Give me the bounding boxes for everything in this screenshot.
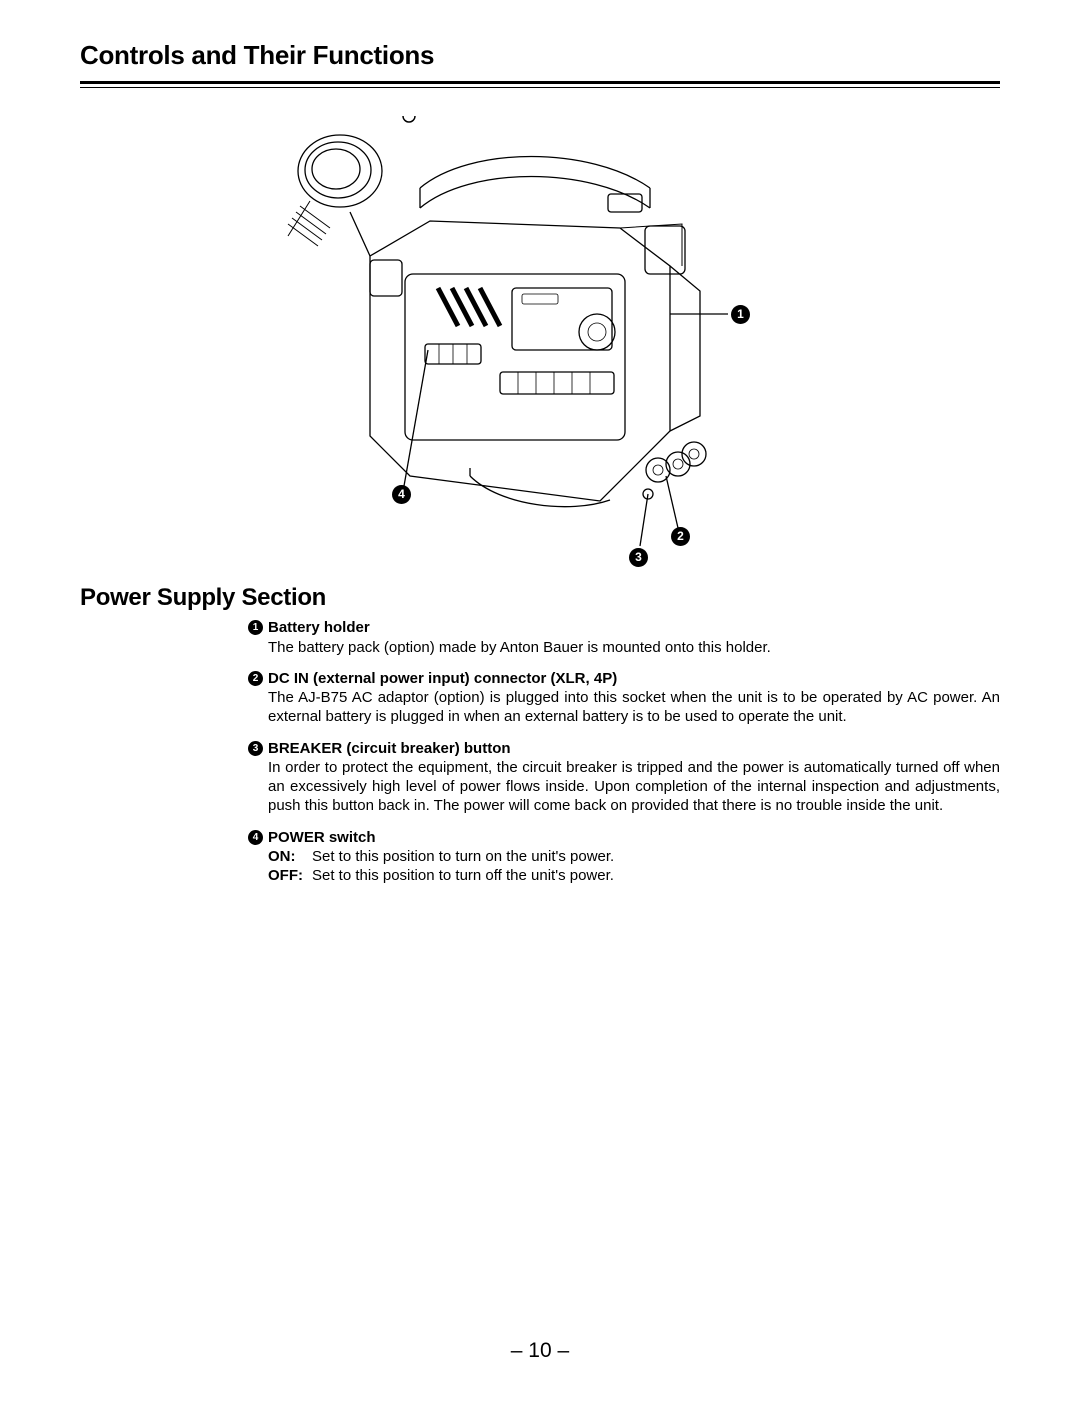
page-number: – 10 –	[0, 1339, 1080, 1363]
item-body-2: The AJ-B75 AC adaptor (option) is plugge…	[268, 688, 1000, 726]
item-title-3: BREAKER (circuit breaker) button	[268, 739, 1000, 759]
item-3: 3 BREAKER (circuit breaker) button In or…	[268, 739, 1000, 816]
power-off-text: Set to this position to turn off the uni…	[312, 866, 614, 885]
item-num-4: 4	[248, 830, 263, 845]
camera-illustration	[270, 116, 810, 556]
power-on-line: ON: Set to this position to turn on the …	[268, 847, 1000, 866]
power-on-text: Set to this position to turn on the unit…	[312, 847, 614, 866]
power-off-label: OFF:	[268, 866, 312, 885]
section-heading: Power Supply Section	[80, 584, 1000, 612]
figure-area: 1 2 3 4	[270, 116, 810, 556]
callout-4: 4	[392, 485, 411, 504]
item-num-1: 1	[248, 620, 263, 635]
item-1: 1 Battery holder The battery pack (optio…	[268, 618, 1000, 657]
callout-3: 3	[629, 548, 648, 567]
item-num-2: 2	[248, 671, 263, 686]
items-list: 1 Battery holder The battery pack (optio…	[268, 618, 1000, 886]
callout-2: 2	[671, 527, 690, 546]
item-body-3: In order to protect the equipment, the c…	[268, 758, 1000, 816]
item-num-3: 3	[248, 741, 263, 756]
power-on-label: ON:	[268, 847, 312, 866]
item-title-1: Battery holder	[268, 618, 1000, 638]
item-title-4: POWER switch	[268, 828, 1000, 848]
power-off-line: OFF: Set to this position to turn off th…	[268, 866, 1000, 885]
callout-1: 1	[731, 305, 750, 324]
title-rule	[80, 87, 1000, 88]
page-title: Controls and Their Functions	[80, 40, 1000, 84]
item-body-1: The battery pack (option) made by Anton …	[268, 638, 1000, 657]
item-2: 2 DC IN (external power input) connector…	[268, 669, 1000, 727]
item-title-2: DC IN (external power input) connector (…	[268, 669, 1000, 689]
item-4: 4 POWER switch ON: Set to this position …	[268, 828, 1000, 886]
